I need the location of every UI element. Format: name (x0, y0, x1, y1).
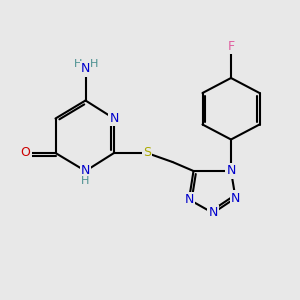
Text: N: N (184, 193, 194, 206)
Text: N: N (208, 206, 218, 220)
Text: H: H (74, 58, 82, 69)
Text: F: F (227, 40, 235, 53)
Text: N: N (231, 191, 240, 205)
Text: H: H (81, 176, 89, 187)
Text: O: O (21, 146, 30, 160)
Text: N: N (226, 164, 236, 178)
Text: H: H (90, 58, 98, 69)
Text: N: N (81, 62, 90, 76)
Text: S: S (143, 146, 151, 160)
Text: N: N (109, 112, 119, 125)
Text: N: N (81, 164, 90, 178)
